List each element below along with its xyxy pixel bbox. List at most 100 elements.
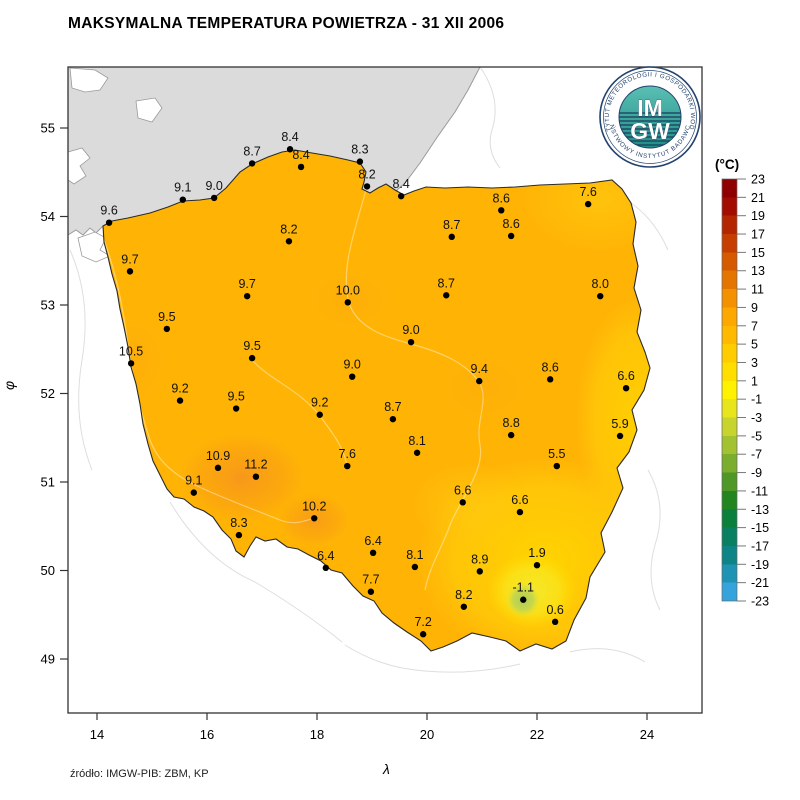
- stations-layer: 9.6 9.1 9.0 8.7 8.4 8.4 8.3 8.2 8.4 8.6 7.6 8.7 8.6 9…: [100, 130, 635, 638]
- station-dot: [597, 292, 604, 300]
- colorbar: [721, 178, 738, 602]
- station-value-label: 8.1: [406, 548, 423, 562]
- station-value-label: -1.1: [512, 581, 534, 595]
- station-value-label: 0.6: [546, 603, 563, 617]
- station-value-label: 9.2: [311, 396, 328, 410]
- legend-tick-label: -7: [751, 448, 762, 462]
- logo-text-im: IM: [637, 95, 663, 121]
- logo-text-gw: GW: [630, 118, 670, 144]
- imgw-logo: INSTYTUT METEOROLOGII I GOSPODARKI WODNE…: [599, 66, 701, 168]
- legend-tick-label: 19: [751, 209, 765, 223]
- x-axis-label: λ: [382, 761, 390, 777]
- station-dot: [214, 464, 222, 472]
- station-value-label: 8.4: [281, 130, 298, 144]
- station-value-label: 8.7: [438, 276, 455, 290]
- station-dot: [389, 415, 397, 423]
- x-tick-label: 24: [640, 727, 654, 742]
- station-dot: [616, 432, 624, 440]
- station-dot: [460, 603, 468, 610]
- station-dot: [547, 376, 554, 383]
- station-dot: [397, 192, 405, 200]
- station-value-label: 6.6: [454, 483, 471, 497]
- station-value-label: 8.9: [471, 552, 488, 566]
- legend-tick-label: 23: [751, 173, 765, 187]
- station-value-label: 9.4: [471, 362, 488, 376]
- station-value-label: 10.5: [119, 344, 143, 358]
- station-value-label: 9.7: [238, 277, 255, 291]
- plot-frame: [67, 66, 703, 714]
- x-tick-label: 14: [90, 727, 104, 742]
- station-value-label: 8.7: [443, 218, 460, 232]
- y-tick-label: 54: [41, 209, 55, 224]
- legend-tick-label: 9: [751, 301, 758, 315]
- legend-tick-label: 13: [751, 264, 765, 278]
- station-value-label: 6.6: [511, 493, 528, 507]
- legend-tick-label: 5: [751, 338, 758, 352]
- station-dot: [190, 489, 197, 496]
- x-axis: 14 16 18 20 22 24: [90, 713, 654, 742]
- station-value-label: 8.2: [280, 222, 297, 236]
- station-dot: [126, 268, 134, 275]
- legend-title: (°C): [715, 157, 739, 172]
- station-value-label: 5.5: [548, 447, 565, 461]
- station-value-label: 9.5: [243, 339, 260, 353]
- station-value-label: 9.1: [185, 474, 202, 488]
- legend-tick-label: -21: [751, 576, 769, 590]
- station-dot: [243, 292, 251, 300]
- station-dot: [363, 183, 371, 190]
- station-dot: [252, 473, 260, 480]
- station-value-label: 8.0: [592, 277, 609, 291]
- y-tick-label: 53: [41, 298, 55, 313]
- sea-islands: [67, 67, 163, 263]
- station-dot: [584, 200, 592, 208]
- station-dot: [419, 631, 427, 638]
- station-value-label: 9.0: [344, 358, 361, 372]
- station-dot: [516, 508, 524, 516]
- station-value-label: 8.6: [502, 217, 519, 231]
- logo-inner-ring: [603, 70, 697, 164]
- station-value-label: 8.2: [455, 588, 472, 602]
- station-dot: [297, 163, 305, 171]
- station-value-label: 8.8: [502, 416, 519, 430]
- y-tick-label: 52: [41, 386, 55, 401]
- station-dot: [127, 360, 135, 367]
- legend-tick-label: 1: [751, 374, 758, 388]
- baltic-sea: [68, 67, 480, 235]
- station-value-label: 10.9: [206, 449, 230, 463]
- station-value-label: 8.3: [351, 143, 368, 157]
- legend-tick-label: -5: [751, 429, 762, 443]
- station-value-label: 8.6: [542, 360, 559, 374]
- station-dot: [235, 531, 243, 539]
- station-dot: [551, 618, 559, 626]
- poland-border: [102, 149, 651, 652]
- station-value-label: 8.4: [292, 148, 309, 162]
- legend-tick-label: -9: [751, 466, 762, 480]
- station-value-label: 9.0: [402, 323, 419, 337]
- station-dot: [520, 596, 527, 603]
- station-dot: [448, 233, 455, 241]
- legend-tick-label: -1: [751, 393, 762, 407]
- station-value-label: 8.7: [384, 400, 401, 414]
- station-dot: [622, 384, 630, 392]
- station-dot: [248, 354, 256, 362]
- station-value-label: 9.2: [171, 382, 188, 396]
- legend-tick-label: 11: [751, 283, 764, 297]
- station-dot: [232, 405, 240, 412]
- station-value-label: 6.6: [617, 369, 634, 383]
- station-dot: [344, 299, 351, 306]
- station-dot: [356, 158, 364, 165]
- station-value-label: 1.9: [528, 546, 545, 560]
- station-dot: [476, 568, 483, 575]
- legend-tick-label: 17: [751, 228, 765, 242]
- legend-tick-label: -15: [751, 521, 769, 535]
- legend-tick-label: 7: [751, 319, 758, 333]
- x-tick-label: 22: [530, 727, 544, 742]
- station-dot: [411, 563, 419, 571]
- station-dot: [286, 146, 294, 153]
- station-value-label: 6.4: [364, 534, 381, 548]
- station-dot: [507, 232, 515, 240]
- legend-tick-label: -11: [751, 484, 768, 498]
- station-value-label: 7.7: [362, 573, 379, 587]
- legend-tick-label: -13: [751, 503, 769, 517]
